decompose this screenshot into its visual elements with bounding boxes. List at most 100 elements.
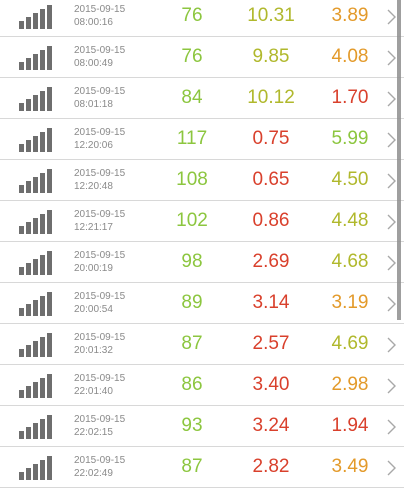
signal-bar [47, 374, 52, 398]
signal-bar [19, 62, 24, 70]
signal-strength-icon [19, 210, 53, 234]
timestamp: 2015-09-15 20:00:19 [74, 249, 125, 275]
chevron-right-icon[interactable] [383, 90, 399, 108]
signal-bar [33, 464, 38, 480]
timestamp-date: 2015-09-15 [74, 250, 126, 261]
timestamp: 2015-09-15 20:01:32 [74, 331, 125, 357]
value-3: 4.50 [331, 169, 369, 190]
list-item[interactable]: 2015-09-15 08:00:49 76 9.85 4.08 [0, 37, 404, 78]
signal-bar [26, 181, 31, 193]
signal-bar [33, 423, 38, 439]
value-2: 3.14 [252, 292, 290, 313]
timestamp: 2015-09-15 22:02:15 [74, 413, 125, 439]
signal-strength-icon [19, 292, 53, 316]
signal-bar [40, 214, 45, 234]
signal-bar [26, 345, 31, 357]
timestamp: 2015-09-15 08:00:49 [74, 44, 125, 70]
signal-bar [47, 251, 52, 275]
timestamp-time: 12:20:06 [74, 140, 113, 151]
list-item[interactable]: 2015-09-15 20:00:54 89 3.14 3.19 [0, 283, 404, 324]
heart-rate-value: 87 [181, 456, 203, 477]
list-item[interactable]: 2015-09-15 20:00:19 98 2.69 4.68 [0, 242, 404, 283]
value-2: 0.86 [252, 210, 290, 231]
signal-bar [47, 292, 52, 316]
chevron-right-icon[interactable] [383, 459, 399, 477]
timestamp-time: 12:20:48 [74, 181, 113, 192]
heart-rate-value: 84 [181, 87, 203, 108]
chevron-right-icon[interactable] [383, 213, 399, 231]
timestamp: 2015-09-15 12:20:48 [74, 167, 125, 193]
value-3: 3.49 [331, 456, 369, 477]
value-2: 10.31 [247, 5, 295, 26]
heart-rate-value: 117 [176, 128, 208, 149]
signal-bar [33, 259, 38, 275]
signal-strength-icon [19, 374, 53, 398]
signal-bar [19, 144, 24, 152]
signal-bar [40, 173, 45, 193]
value-2: 3.24 [252, 415, 290, 436]
timestamp-time: 20:00:19 [74, 263, 113, 274]
list-item[interactable]: 2015-09-15 12:21:17 102 0.86 4.48 [0, 201, 404, 242]
signal-bar [19, 21, 24, 29]
scrollbar[interactable] [397, 0, 401, 320]
list-item[interactable]: 2015-09-15 12:20:48 108 0.65 4.50 [0, 160, 404, 201]
signal-bar [47, 5, 52, 29]
heart-rate-value: 87 [181, 333, 203, 354]
signal-bar [47, 128, 52, 152]
signal-bar [26, 468, 31, 480]
value-2: 2.82 [252, 456, 290, 477]
signal-bar [40, 91, 45, 111]
timestamp-date: 2015-09-15 [74, 332, 126, 343]
timestamp-time: 08:00:49 [74, 58, 113, 69]
timestamp-time: 20:01:32 [74, 345, 113, 356]
value-3: 4.08 [331, 46, 369, 67]
signal-strength-icon [19, 169, 53, 193]
signal-bar [26, 427, 31, 439]
signal-bar [19, 349, 24, 357]
signal-bar [47, 456, 52, 480]
chevron-right-icon[interactable] [383, 49, 399, 67]
signal-bar [47, 169, 52, 193]
list-item[interactable]: 2015-09-15 22:01:40 86 3.40 2.98 [0, 365, 404, 406]
chevron-right-icon[interactable] [383, 8, 399, 26]
chevron-right-icon[interactable] [383, 377, 399, 395]
signal-bar [47, 46, 52, 70]
list-item[interactable]: 2015-09-15 22:02:49 87 2.82 3.49 [0, 447, 404, 488]
chevron-right-icon[interactable] [383, 336, 399, 354]
heart-rate-value: 102 [176, 210, 208, 231]
signal-bar [40, 460, 45, 480]
signal-bar [19, 308, 24, 316]
heart-rate-value: 89 [181, 292, 203, 313]
value-3: 1.70 [331, 87, 369, 108]
chevron-right-icon[interactable] [383, 295, 399, 313]
signal-bar [26, 386, 31, 398]
signal-bar [40, 255, 45, 275]
chevron-right-icon[interactable] [383, 254, 399, 272]
list-item[interactable]: 2015-09-15 08:01:18 84 10.12 1.70 [0, 78, 404, 119]
signal-bar [47, 87, 52, 111]
chevron-right-icon[interactable] [383, 172, 399, 190]
chevron-right-icon[interactable] [383, 131, 399, 149]
signal-bar [26, 58, 31, 70]
list-item[interactable]: 2015-09-15 12:20:06 117 0.75 5.99 [0, 119, 404, 160]
signal-bar [40, 9, 45, 29]
timestamp-time: 12:21:17 [74, 222, 113, 233]
heart-rate-value: 98 [181, 251, 203, 272]
list-item[interactable]: 2015-09-15 22:02:15 93 3.24 1.94 [0, 406, 404, 447]
timestamp: 2015-09-15 12:20:06 [74, 126, 125, 152]
list-item[interactable]: 2015-09-15 20:01:32 87 2.57 4.69 [0, 324, 404, 365]
timestamp-time: 22:02:49 [74, 468, 113, 479]
timestamp-date: 2015-09-15 [74, 455, 126, 466]
signal-bar [33, 341, 38, 357]
chevron-right-icon[interactable] [383, 418, 399, 436]
signal-strength-icon [19, 415, 53, 439]
heart-rate-value: 86 [181, 374, 203, 395]
list-item[interactable]: 2015-09-15 08:00:16 76 10.31 3.89 [0, 0, 404, 37]
timestamp-time: 08:00:16 [74, 17, 113, 28]
signal-strength-icon [19, 46, 53, 70]
heart-rate-value: 76 [181, 5, 203, 26]
value-2: 2.57 [252, 333, 290, 354]
signal-strength-icon [19, 128, 53, 152]
value-3: 2.98 [331, 374, 369, 395]
